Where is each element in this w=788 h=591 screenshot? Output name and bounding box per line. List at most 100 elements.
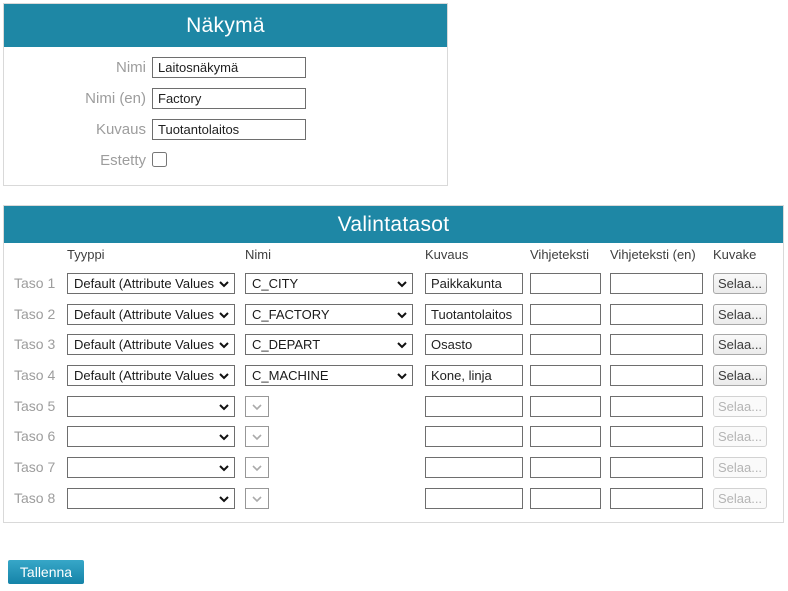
chevron-down-icon <box>397 342 407 349</box>
level-hint-input[interactable] <box>530 396 601 417</box>
browse-button[interactable]: Selaa... <box>713 365 767 386</box>
level-hint-input[interactable] <box>530 457 601 478</box>
type-select[interactable]: Default (Attribute Values) <box>67 304 235 325</box>
chevron-down-icon <box>397 373 407 380</box>
chevron-down-icon <box>219 342 229 349</box>
name-en-input[interactable] <box>152 88 306 109</box>
description-input[interactable] <box>152 119 306 140</box>
name-select-disabled <box>245 457 269 478</box>
name-select[interactable]: C_CITY <box>245 273 413 294</box>
level-row-8: Taso 8 Selaa... <box>4 488 783 510</box>
view-panel-header: Näkymä <box>4 4 447 47</box>
level-row-1: Taso 1 Default (Attribute Values) C_CITY… <box>4 273 783 295</box>
level-hint-en-input[interactable] <box>610 457 703 478</box>
name-en-label: Nimi (en) <box>85 90 146 107</box>
level-row-3: Taso 3 Default (Attribute Values) C_DEPA… <box>4 334 783 356</box>
levels-panel-header: Valintatasot <box>4 206 783 243</box>
levels-panel-title: Valintatasot <box>337 213 450 236</box>
chevron-down-icon <box>252 434 262 441</box>
blocked-label: Estetty <box>100 152 146 169</box>
chevron-down-icon <box>219 496 229 503</box>
browse-button-disabled: Selaa... <box>713 396 767 417</box>
name-select[interactable]: C_DEPART <box>245 334 413 355</box>
browse-button[interactable]: Selaa... <box>713 304 767 325</box>
level-row-label: Taso 1 <box>14 275 56 291</box>
chevron-down-icon <box>252 404 262 411</box>
level-hint-input[interactable] <box>530 273 601 294</box>
levels-panel: Valintatasot Tyyppi Nimi Kuvaus Vihjetek… <box>3 205 784 523</box>
browse-button[interactable]: Selaa... <box>713 334 767 355</box>
type-select[interactable]: Default (Attribute Values) <box>67 365 235 386</box>
chevron-down-icon <box>219 312 229 319</box>
name-select[interactable]: C_MACHINE <box>245 365 413 386</box>
field-row-blocked: Estetty <box>4 150 447 172</box>
view-panel-title: Näkymä <box>186 14 265 37</box>
level-hint-en-input[interactable] <box>610 365 703 386</box>
column-header-hint: Vihjeteksti <box>530 247 590 262</box>
level-description-input[interactable] <box>425 396 523 417</box>
level-description-input[interactable] <box>425 273 523 294</box>
column-header-description: Kuvaus <box>425 247 469 262</box>
level-hint-en-input[interactable] <box>610 273 703 294</box>
chevron-down-icon <box>252 496 262 503</box>
browse-button-disabled: Selaa... <box>713 488 767 509</box>
level-description-input[interactable] <box>425 488 523 509</box>
column-header-icon: Kuvake <box>713 247 757 262</box>
level-hint-en-input[interactable] <box>610 304 703 325</box>
browse-button[interactable]: Selaa... <box>713 273 767 294</box>
level-row-5: Taso 5 Selaa... <box>4 396 783 418</box>
chevron-down-icon <box>219 373 229 380</box>
chevron-down-icon <box>219 404 229 411</box>
level-description-input[interactable] <box>425 365 523 386</box>
field-row-name-en: Nimi (en) <box>4 88 447 110</box>
level-row-6: Taso 6 Selaa... <box>4 426 783 448</box>
level-hint-input[interactable] <box>530 426 601 447</box>
level-hint-en-input[interactable] <box>610 488 703 509</box>
type-select[interactable]: Default (Attribute Values) <box>67 334 235 355</box>
name-label: Nimi <box>116 59 146 76</box>
level-row-label: Taso 5 <box>14 398 56 414</box>
type-select[interactable] <box>67 426 235 447</box>
column-header-hint-en: Vihjeteksti (en) <box>610 247 696 262</box>
level-row-label: Taso 4 <box>14 367 56 383</box>
level-row-2: Taso 2 Default (Attribute Values) C_FACT… <box>4 304 783 326</box>
level-row-7: Taso 7 Selaa... <box>4 457 783 479</box>
level-row-4: Taso 4 Default (Attribute Values) C_MACH… <box>4 365 783 387</box>
level-hint-input[interactable] <box>530 488 601 509</box>
level-row-label: Taso 6 <box>14 428 56 444</box>
column-headers: Tyyppi Nimi Kuvaus Vihjeteksti Vihjeteks… <box>4 247 783 264</box>
chevron-down-icon <box>219 465 229 472</box>
level-hint-input[interactable] <box>530 304 601 325</box>
level-row-label: Taso 3 <box>14 336 56 352</box>
level-row-label: Taso 2 <box>14 306 56 322</box>
name-select-disabled <box>245 488 269 509</box>
chevron-down-icon <box>397 281 407 288</box>
level-description-input[interactable] <box>425 457 523 478</box>
level-hint-input[interactable] <box>530 334 601 355</box>
name-select-disabled <box>245 426 269 447</box>
type-select[interactable] <box>67 457 235 478</box>
level-hint-en-input[interactable] <box>610 426 703 447</box>
level-description-input[interactable] <box>425 334 523 355</box>
save-button[interactable]: Tallenna <box>8 560 84 584</box>
name-input[interactable] <box>152 57 306 78</box>
chevron-down-icon <box>219 281 229 288</box>
level-hint-input[interactable] <box>530 365 601 386</box>
level-row-label: Taso 7 <box>14 459 56 475</box>
blocked-checkbox[interactable] <box>152 152 167 167</box>
name-select[interactable]: C_FACTORY <box>245 304 413 325</box>
level-row-label: Taso 8 <box>14 490 56 506</box>
type-select[interactable] <box>67 488 235 509</box>
field-row-name: Nimi <box>4 57 447 79</box>
type-select[interactable] <box>67 396 235 417</box>
level-hint-en-input[interactable] <box>610 334 703 355</box>
chevron-down-icon <box>219 434 229 441</box>
column-header-name: Nimi <box>245 247 271 262</box>
level-description-input[interactable] <box>425 304 523 325</box>
view-panel: Näkymä Nimi Nimi (en) Kuvaus Estetty <box>3 3 448 186</box>
level-description-input[interactable] <box>425 426 523 447</box>
level-hint-en-input[interactable] <box>610 396 703 417</box>
type-select[interactable]: Default (Attribute Values) <box>67 273 235 294</box>
column-header-type: Tyyppi <box>67 247 105 262</box>
